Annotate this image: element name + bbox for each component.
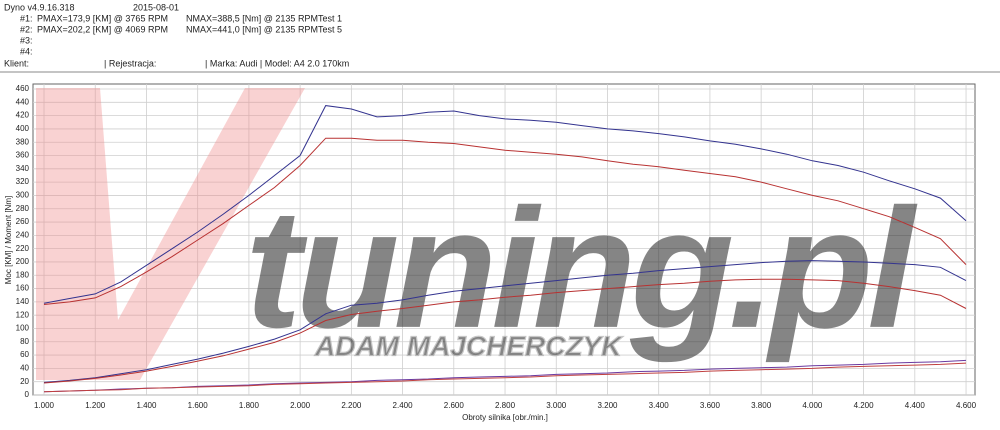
x-tick-label: 3.600	[700, 401, 721, 410]
y-tick-label: 80	[20, 337, 29, 346]
y-tick-label: 160	[16, 284, 30, 293]
x-tick-label: 2.400	[393, 401, 414, 410]
y-tick-label: 200	[16, 257, 30, 266]
y-tick-label: 240	[16, 230, 30, 239]
x-tick-label: 1.200	[85, 401, 106, 410]
registration: | Rejestracja:	[104, 58, 156, 68]
run-id: #1:	[20, 13, 33, 23]
run-pmax: PMAX=173,9 [KM] @ 3765 RPM	[37, 13, 168, 23]
y-tick-label: 260	[16, 217, 30, 226]
y-tick-label: 400	[16, 124, 30, 133]
run-id: #4:	[20, 46, 33, 56]
x-axis-title: Obroty silnika [obr./min.]	[462, 413, 548, 422]
y-axis-title: Moc [KM] / Moment [Nm]	[4, 196, 13, 284]
run-id: #2:	[20, 24, 33, 34]
run-pmax: PMAX=202,2 [KM] @ 4069 RPM	[37, 24, 168, 34]
x-tick-label: 1.600	[188, 401, 209, 410]
y-tick-label: 380	[16, 137, 30, 146]
program: Dyno v4.9.16.318	[4, 2, 75, 12]
run-id: #3:	[20, 35, 33, 45]
series-line	[43, 278, 967, 384]
x-tick-label: 1.800	[239, 401, 260, 410]
y-tick-label: 340	[16, 164, 30, 173]
x-tick-label: 4.200	[854, 401, 875, 410]
y-tick-label: 120	[16, 310, 30, 319]
y-tick-label: 60	[20, 350, 29, 359]
y-tick-label: 100	[16, 324, 30, 333]
x-tick-label: 3.400	[649, 401, 670, 410]
plot-area	[32, 83, 976, 396]
series-line	[43, 362, 967, 393]
y-tick-label: 40	[20, 364, 29, 373]
watermark-logo: tuning.pl	[245, 174, 918, 364]
car: | Marka: Audi | Model: A4 2.0 170km	[205, 58, 349, 68]
y-tick-label: 20	[20, 377, 29, 386]
series-line	[43, 359, 967, 393]
y-tick-label: 300	[16, 191, 30, 200]
run-test: Test 5	[318, 24, 342, 34]
x-tick-label: 1.000	[34, 401, 55, 410]
y-tick-label: 280	[16, 204, 30, 213]
x-tick-label: 3.000	[546, 401, 567, 410]
y-tick-label: 460	[16, 84, 30, 93]
series-line	[43, 260, 967, 383]
y-tick-label: 180	[16, 270, 30, 279]
run-nmax: NMAX=388,5 [Nm] @ 2135 RPM	[186, 13, 318, 23]
date: 2015-08-01	[133, 2, 179, 12]
y-tick-label: 0	[25, 390, 30, 399]
x-tick-label: 4.600	[956, 401, 977, 410]
watermark-v	[36, 88, 305, 380]
y-tick-label: 220	[16, 244, 30, 253]
x-tick-label: 2.600	[444, 401, 465, 410]
x-tick-label: 2.200	[341, 401, 362, 410]
watermark: tuning.pl ADAM MAJCHERCZYK	[36, 88, 924, 380]
client: Klient:	[4, 58, 29, 68]
x-tick-label: 3.200	[597, 401, 618, 410]
lines	[43, 105, 967, 393]
series-line	[43, 137, 967, 305]
x-tick-label: 4.000	[802, 401, 823, 410]
x-tick-label: 3.800	[751, 401, 772, 410]
series-line	[43, 105, 967, 304]
x-tick-label: 4.400	[905, 401, 926, 410]
x-tick-label: 2.000	[290, 401, 311, 410]
y-tick-label: 320	[16, 177, 30, 186]
watermark-author: ADAM MAJCHERCZYK	[314, 330, 623, 361]
y-tick-label: 140	[16, 297, 30, 306]
x-tick-label: 1.400	[136, 401, 157, 410]
y-tick-label: 440	[16, 97, 30, 106]
y-tick-label: 420	[16, 111, 30, 120]
run-test: Test 1	[318, 13, 342, 23]
x-tick-label: 2.800	[495, 401, 516, 410]
y-tick-label: 360	[16, 151, 30, 160]
run-nmax: NMAX=441,0 [Nm] @ 2135 RPM	[186, 24, 318, 34]
